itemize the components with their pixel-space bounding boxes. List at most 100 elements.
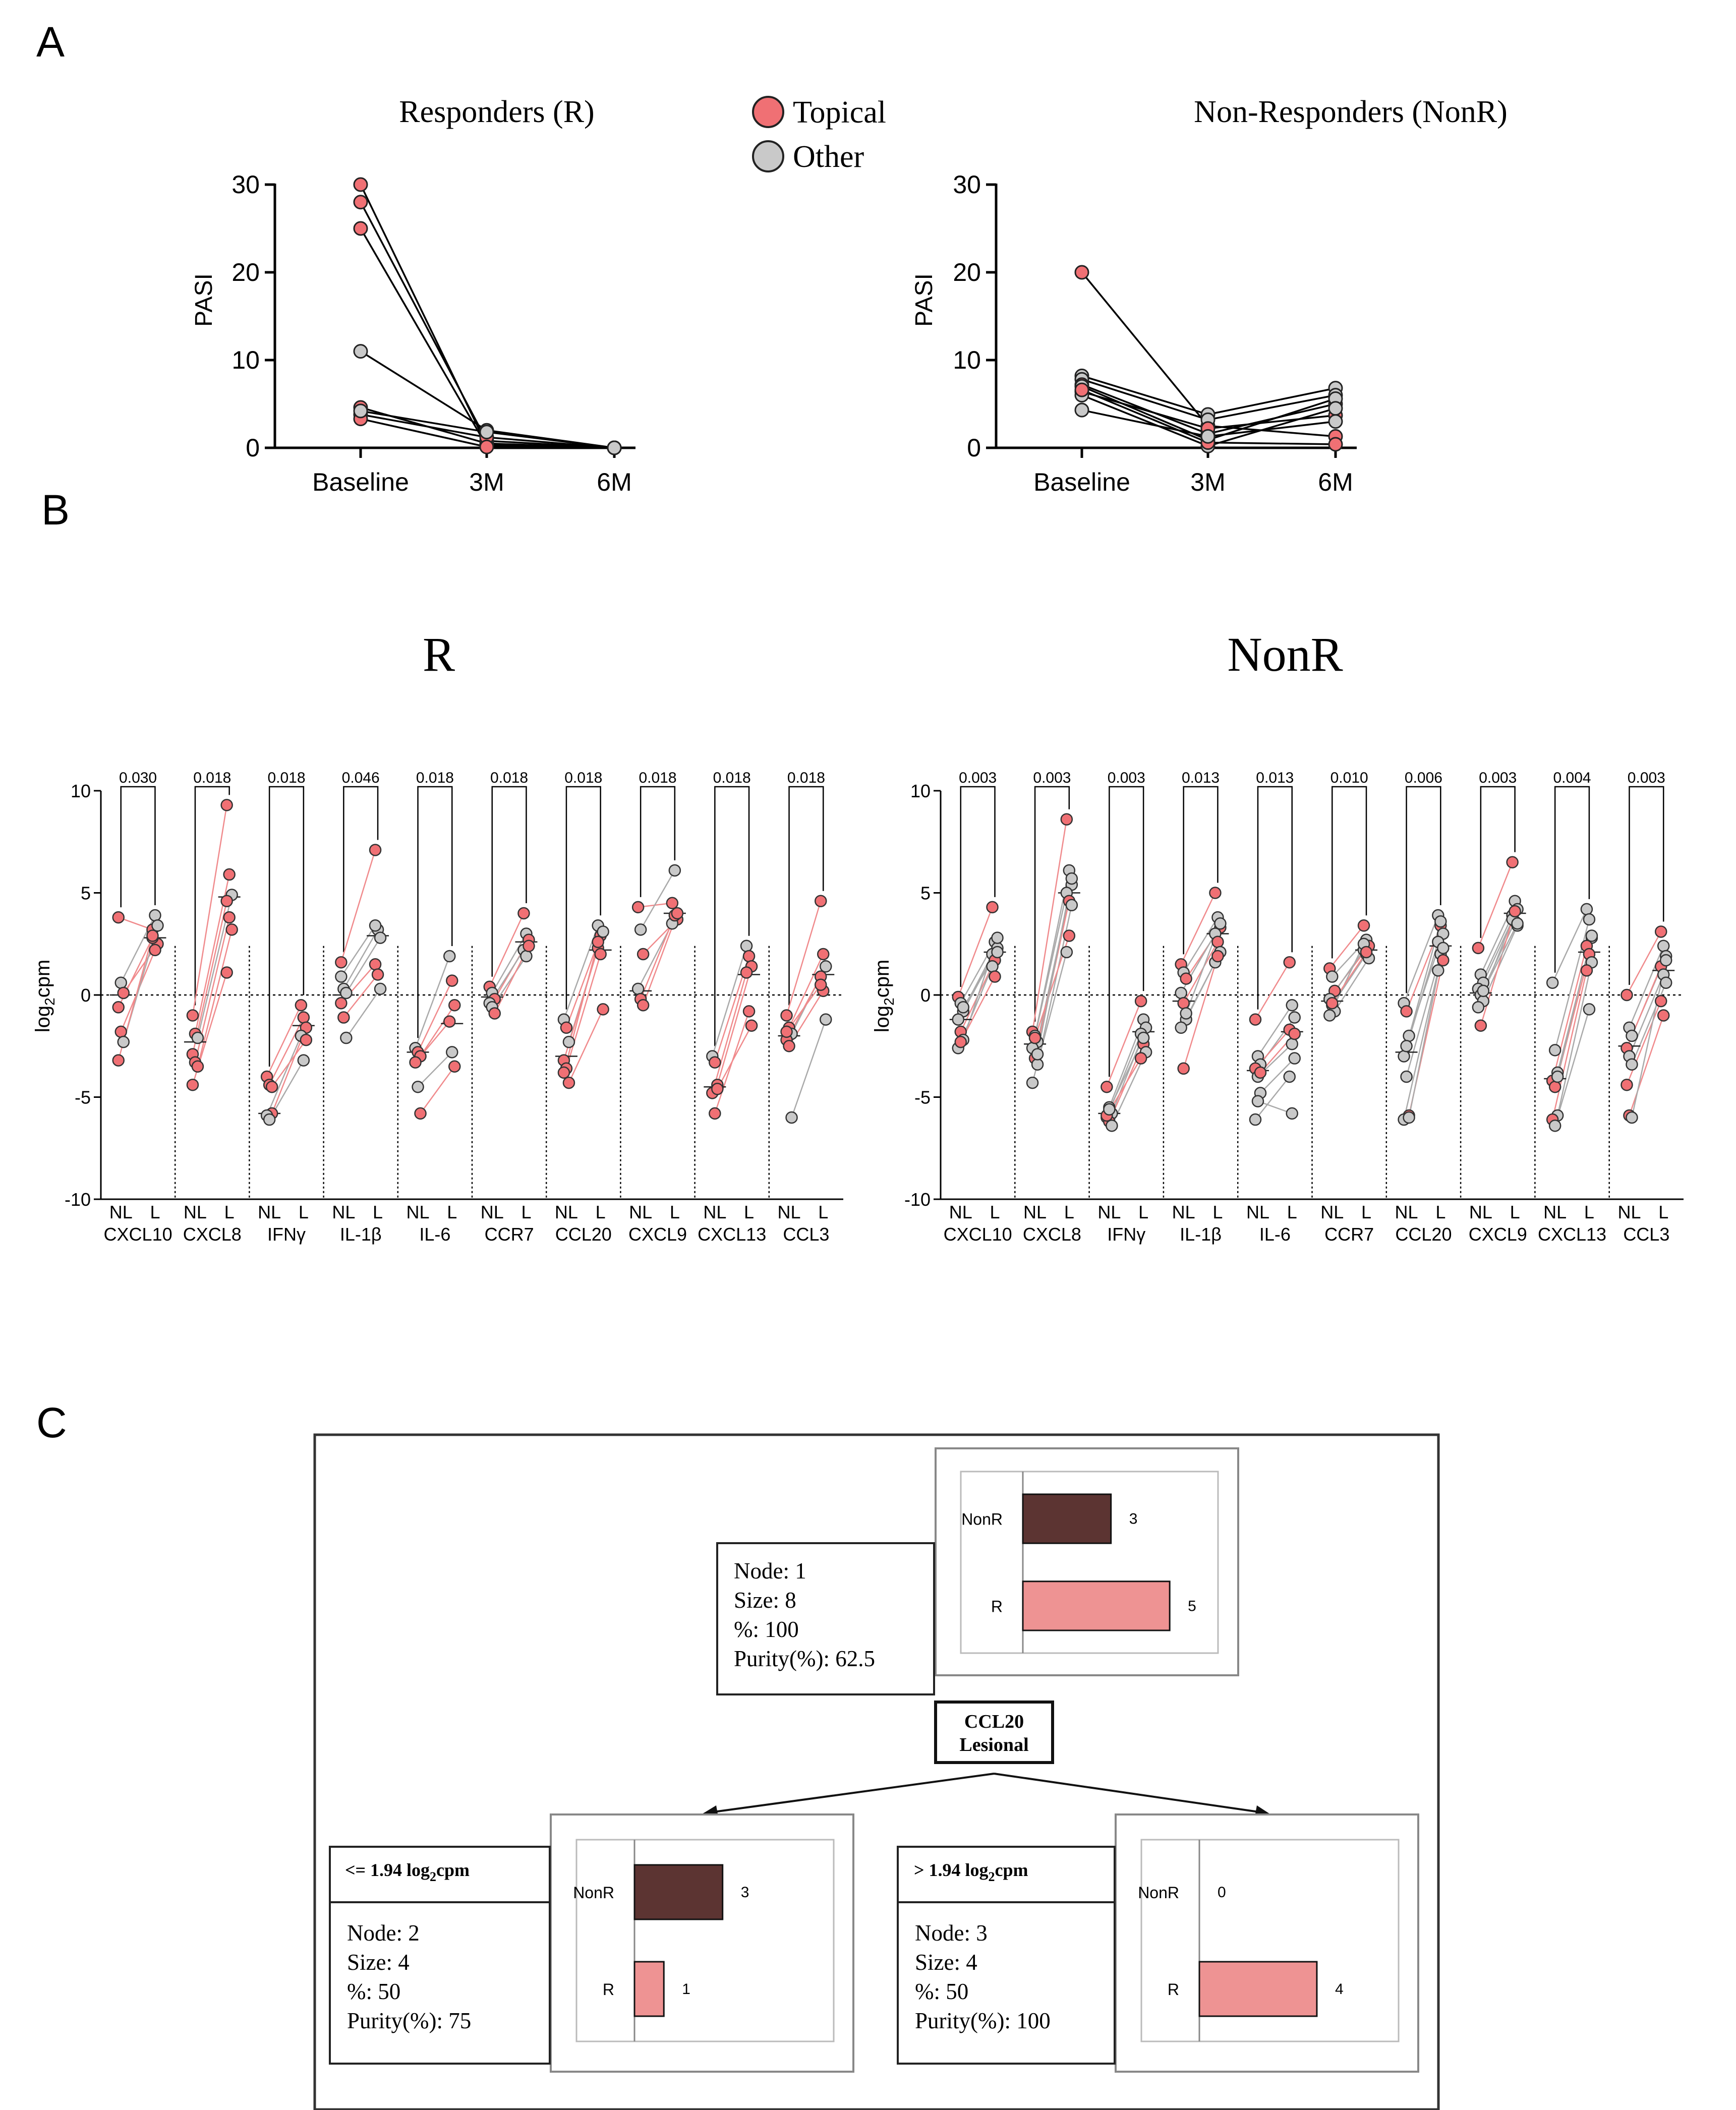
data-point-l [597,1003,609,1016]
y-tick-label: 0 [967,434,981,462]
data-point-l [671,907,684,920]
pair-line [568,1009,604,1083]
significance-bracket [1332,786,1367,959]
pair-line [788,954,824,1028]
chart-title: R [423,627,455,681]
data-point-nl [340,1031,353,1044]
data-point-l [517,907,530,920]
data-point-l [146,929,159,942]
pair-line [1554,919,1590,1050]
split-tissue: Lesional [959,1734,1028,1755]
data-point-nl [957,1001,970,1014]
x-sub-label-nl: NL [1469,1202,1492,1222]
y-tick-label: 0 [81,985,91,1006]
data-point-l [1063,929,1076,942]
pair-line [343,974,379,1018]
data-point-l [1134,994,1147,1008]
legend-marker-other [752,140,784,172]
data-point-nl [1326,970,1339,983]
data-point-l [297,1011,310,1024]
data-point-nl [191,1060,204,1073]
significance-bracket [120,786,156,908]
data-point-nl [1477,984,1490,998]
node-1-percent: %: 100 [734,1617,799,1642]
data-point-nl [709,1056,721,1069]
data-point-nl [412,1081,424,1093]
data-point-l [443,1015,456,1028]
bar-category-label: NonR [961,1510,1003,1529]
pair-line [197,929,233,1067]
data-point-l [1583,1003,1596,1016]
data-point-nl [1472,1001,1485,1014]
pair-line [1631,960,1667,1118]
p-value-label: 0.018 [713,770,751,786]
data-point-l [1585,929,1598,942]
data-point-nl [1177,997,1190,1010]
data-point [353,344,368,359]
x-sub-label-l: L [1435,1202,1445,1222]
branch-right [994,1773,1266,1814]
x-sub-label-nl: NL [1395,1202,1418,1222]
x-sub-label-nl: NL [949,1202,972,1222]
significance-bracket [1480,786,1516,938]
pair-line [1477,862,1513,949]
p-value-label: 0.003 [959,770,997,786]
x-sub-label-nl: NL [109,1202,133,1222]
legend-label-other: Other [793,140,864,174]
data-point-l [989,970,1001,983]
data-point-l [1659,954,1672,967]
data-point-l [991,946,1004,959]
data-point-l [1437,942,1450,955]
data-point-nl [1031,1048,1044,1061]
pair-line [420,1066,455,1114]
data-point-l [1654,994,1667,1008]
data-point-nl [785,1111,798,1124]
series-line [360,184,615,449]
bar-value-label: 1 [682,1981,690,1998]
chart-title: Responders (R) [399,95,594,129]
pair-line [491,933,527,993]
data-point-l [1580,903,1593,916]
data-point-nl [1103,1103,1116,1116]
chart-pasi-non-responders: Non-Responders (NonR) PASI 0 10 20 30 Baseli… [911,95,1508,496]
significance-bracket [343,786,379,953]
pair-line [640,870,675,930]
chart-title: Non-Responders (NonR) [1194,95,1508,129]
pair-line [192,805,227,1016]
data-point-nl [783,1040,795,1052]
data-point [1074,382,1089,397]
pair-line [1629,1015,1664,1116]
data-point [353,177,368,192]
pair-line [1257,1005,1293,1057]
pair-line [1482,923,1518,991]
node-1-size: Size: 8 [734,1588,796,1613]
data-point-nl [709,1107,721,1120]
data-point-l [991,931,1004,944]
gene-label: IL-6 [1259,1224,1291,1245]
node-3-purity: Purity(%): 100 [915,2008,1051,2033]
node-1-purity: Purity(%): 62.5 [734,1646,875,1671]
node-1-label: Node: 1 [734,1558,806,1584]
data-point-l [815,895,827,907]
gene-label: CXCL8 [183,1224,242,1245]
pair-line [712,972,747,1093]
p-value-label: 0.046 [342,770,380,786]
pair-line [1626,931,1662,995]
data-point-nl [1180,1007,1192,1020]
data-point-nl [1028,1031,1041,1044]
data-point-l [1511,917,1524,930]
data-point-nl [631,901,645,914]
x-sub-label-l: L [990,1202,1000,1222]
data-point-l [369,844,382,856]
p-value-label: 0.018 [787,770,825,786]
data-point-nl [1403,1029,1415,1042]
data-point-l [220,895,233,907]
y-tick-label: 10 [232,346,260,374]
data-point-l [1583,913,1596,926]
data-point-l [1211,950,1224,963]
y-tick-label: 10 [953,346,981,374]
x-sub-label-nl: NL [1172,1202,1195,1222]
x-tick-label: 6M [597,468,631,496]
data-point-l [1214,917,1227,930]
